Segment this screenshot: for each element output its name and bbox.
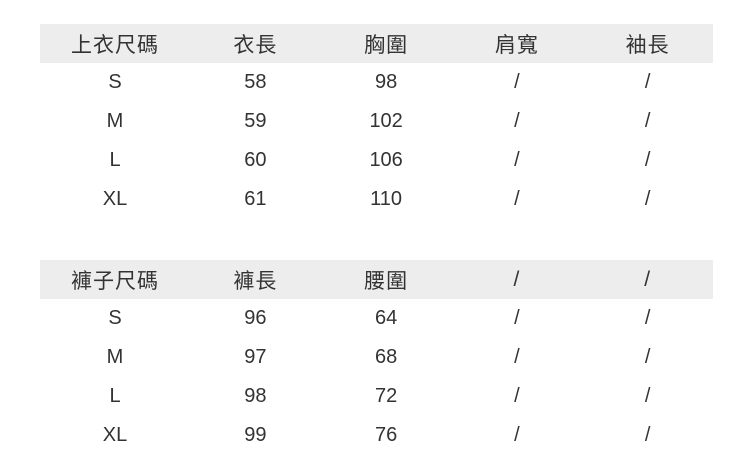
table-cell: 98 [244,385,267,407]
table-header-cell: 肩寬 [451,24,583,63]
table-row: M 59 102 / / [40,102,713,141]
table-cell: L [109,385,121,407]
top-size-table: 上衣尺碼 衣長 胸圍 肩寬 袖長 S 58 98 / / M 59 102 / / L 60 106 / / XL 61… [40,24,713,219]
table-cell: XL [102,188,128,210]
table-row: XL 61 110 / / [40,180,713,219]
table-cell: / [644,346,651,368]
table-cell: 102 [369,110,403,132]
table-cell: / [514,307,520,329]
table-header-cell: 腰圍 [320,260,452,299]
table-cell: L [109,149,121,171]
table-cell: 96 [244,307,267,329]
table-cell: / [514,346,520,368]
size-tables-container: 上衣尺碼 衣長 胸圍 肩寬 袖長 S 58 98// M 59 102// L 60 106// XL 61… [40,24,713,455]
table-header-cell: / [582,260,713,299]
table-header-cell: 衣長 [190,24,321,63]
table-cell: 58 [244,71,267,93]
table-cell: 60 [244,149,267,171]
table-row: S 96 64 / / [40,299,713,338]
table-row: L 60 106 / / [40,141,713,180]
table-cell: / [644,188,651,210]
table-cell: 76 [375,424,398,446]
table-header-cell: 上衣尺碼 [40,24,190,63]
top-size-table-header-row: 上衣尺碼 衣長 胸圍 肩寬 袖長 [40,24,713,63]
table-row: L 98 72 / / [40,377,713,416]
table-header-cell: / [451,260,583,299]
pants-size-table-header-row: 褲子尺碼 褲長 腰圍 / / [40,260,713,299]
table-cell: / [514,71,520,93]
table-cell: 64 [375,307,398,329]
table-header-cell: 褲子尺碼 [40,260,190,299]
table-row: S 58 98 / / [40,63,713,102]
table-cell: 68 [375,346,398,368]
table-cell: / [514,385,520,407]
table-cell: 106 [369,149,403,171]
table-cell: 59 [244,110,267,132]
table-cell: / [644,307,651,329]
table-cell: / [644,71,651,93]
table-cell: XL [102,424,128,446]
table-cell: / [644,424,651,446]
table-cell: / [644,385,651,407]
pants-size-table: 褲子尺碼 褲長 腰圍 / / S 96 64// M 97 68// L 98 72// XL 99 76// [40,260,713,455]
table-row: XL 99 76 / / [40,416,713,455]
table-cell: S [108,307,122,329]
table-cell: / [514,188,520,210]
table-cell: / [644,110,651,132]
table-cell: 99 [244,424,267,446]
table-cell: S [108,71,122,93]
table-cell: / [514,110,520,132]
table-cell: 98 [375,71,398,93]
table-header-cell: 袖長 [582,24,713,63]
table-cell: 110 [370,188,403,210]
table-cell: 61 [244,188,267,210]
table-header-cell: 胸圍 [320,24,452,63]
table-row: M 97 68 / / [40,338,713,377]
table-cell: M [106,346,124,368]
table-cell: M [106,110,124,132]
table-cell: / [644,149,651,171]
table-cell: 72 [375,385,398,407]
table-header-cell: 褲長 [190,260,321,299]
table-cell: 97 [244,346,267,368]
table-cell: / [514,424,520,446]
table-cell: / [514,149,520,171]
